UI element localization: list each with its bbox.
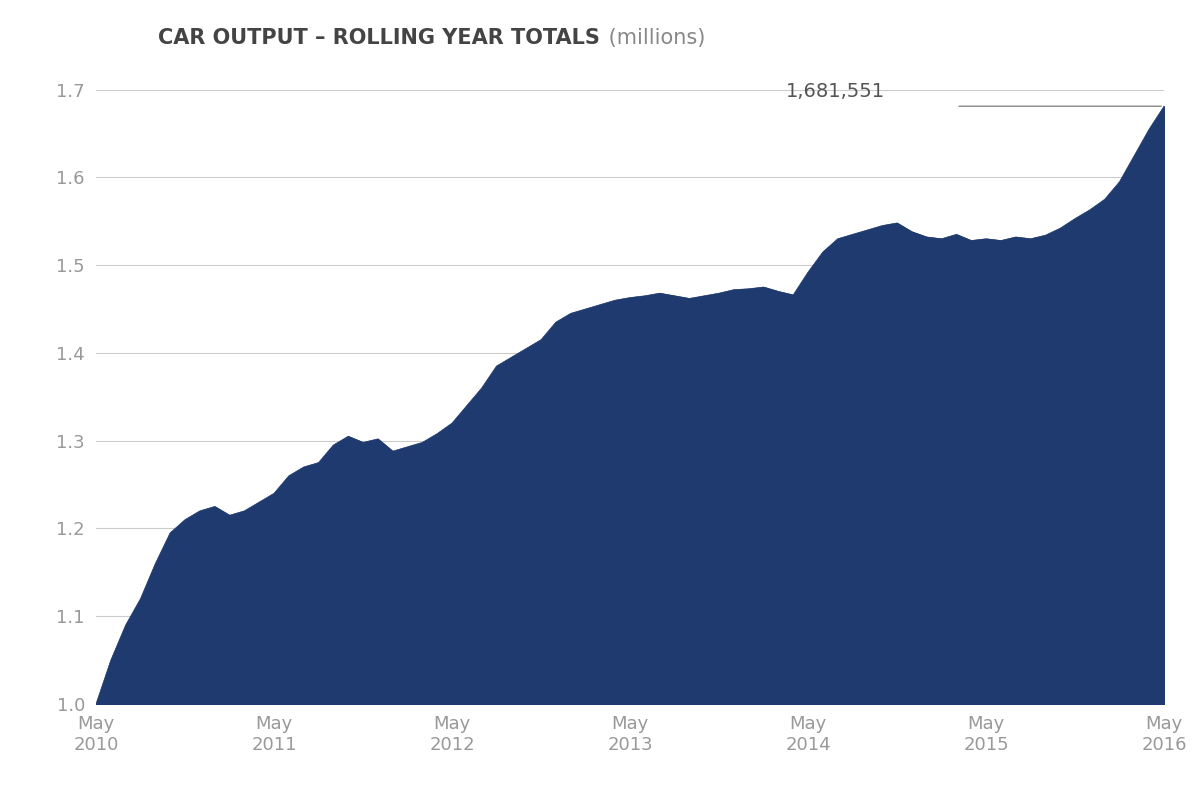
Text: 1,681,551: 1,681,551 [786,82,884,101]
Text: (millions): (millions) [602,28,706,48]
Text: CAR OUTPUT – ROLLING YEAR TOTALS: CAR OUTPUT – ROLLING YEAR TOTALS [158,28,600,48]
